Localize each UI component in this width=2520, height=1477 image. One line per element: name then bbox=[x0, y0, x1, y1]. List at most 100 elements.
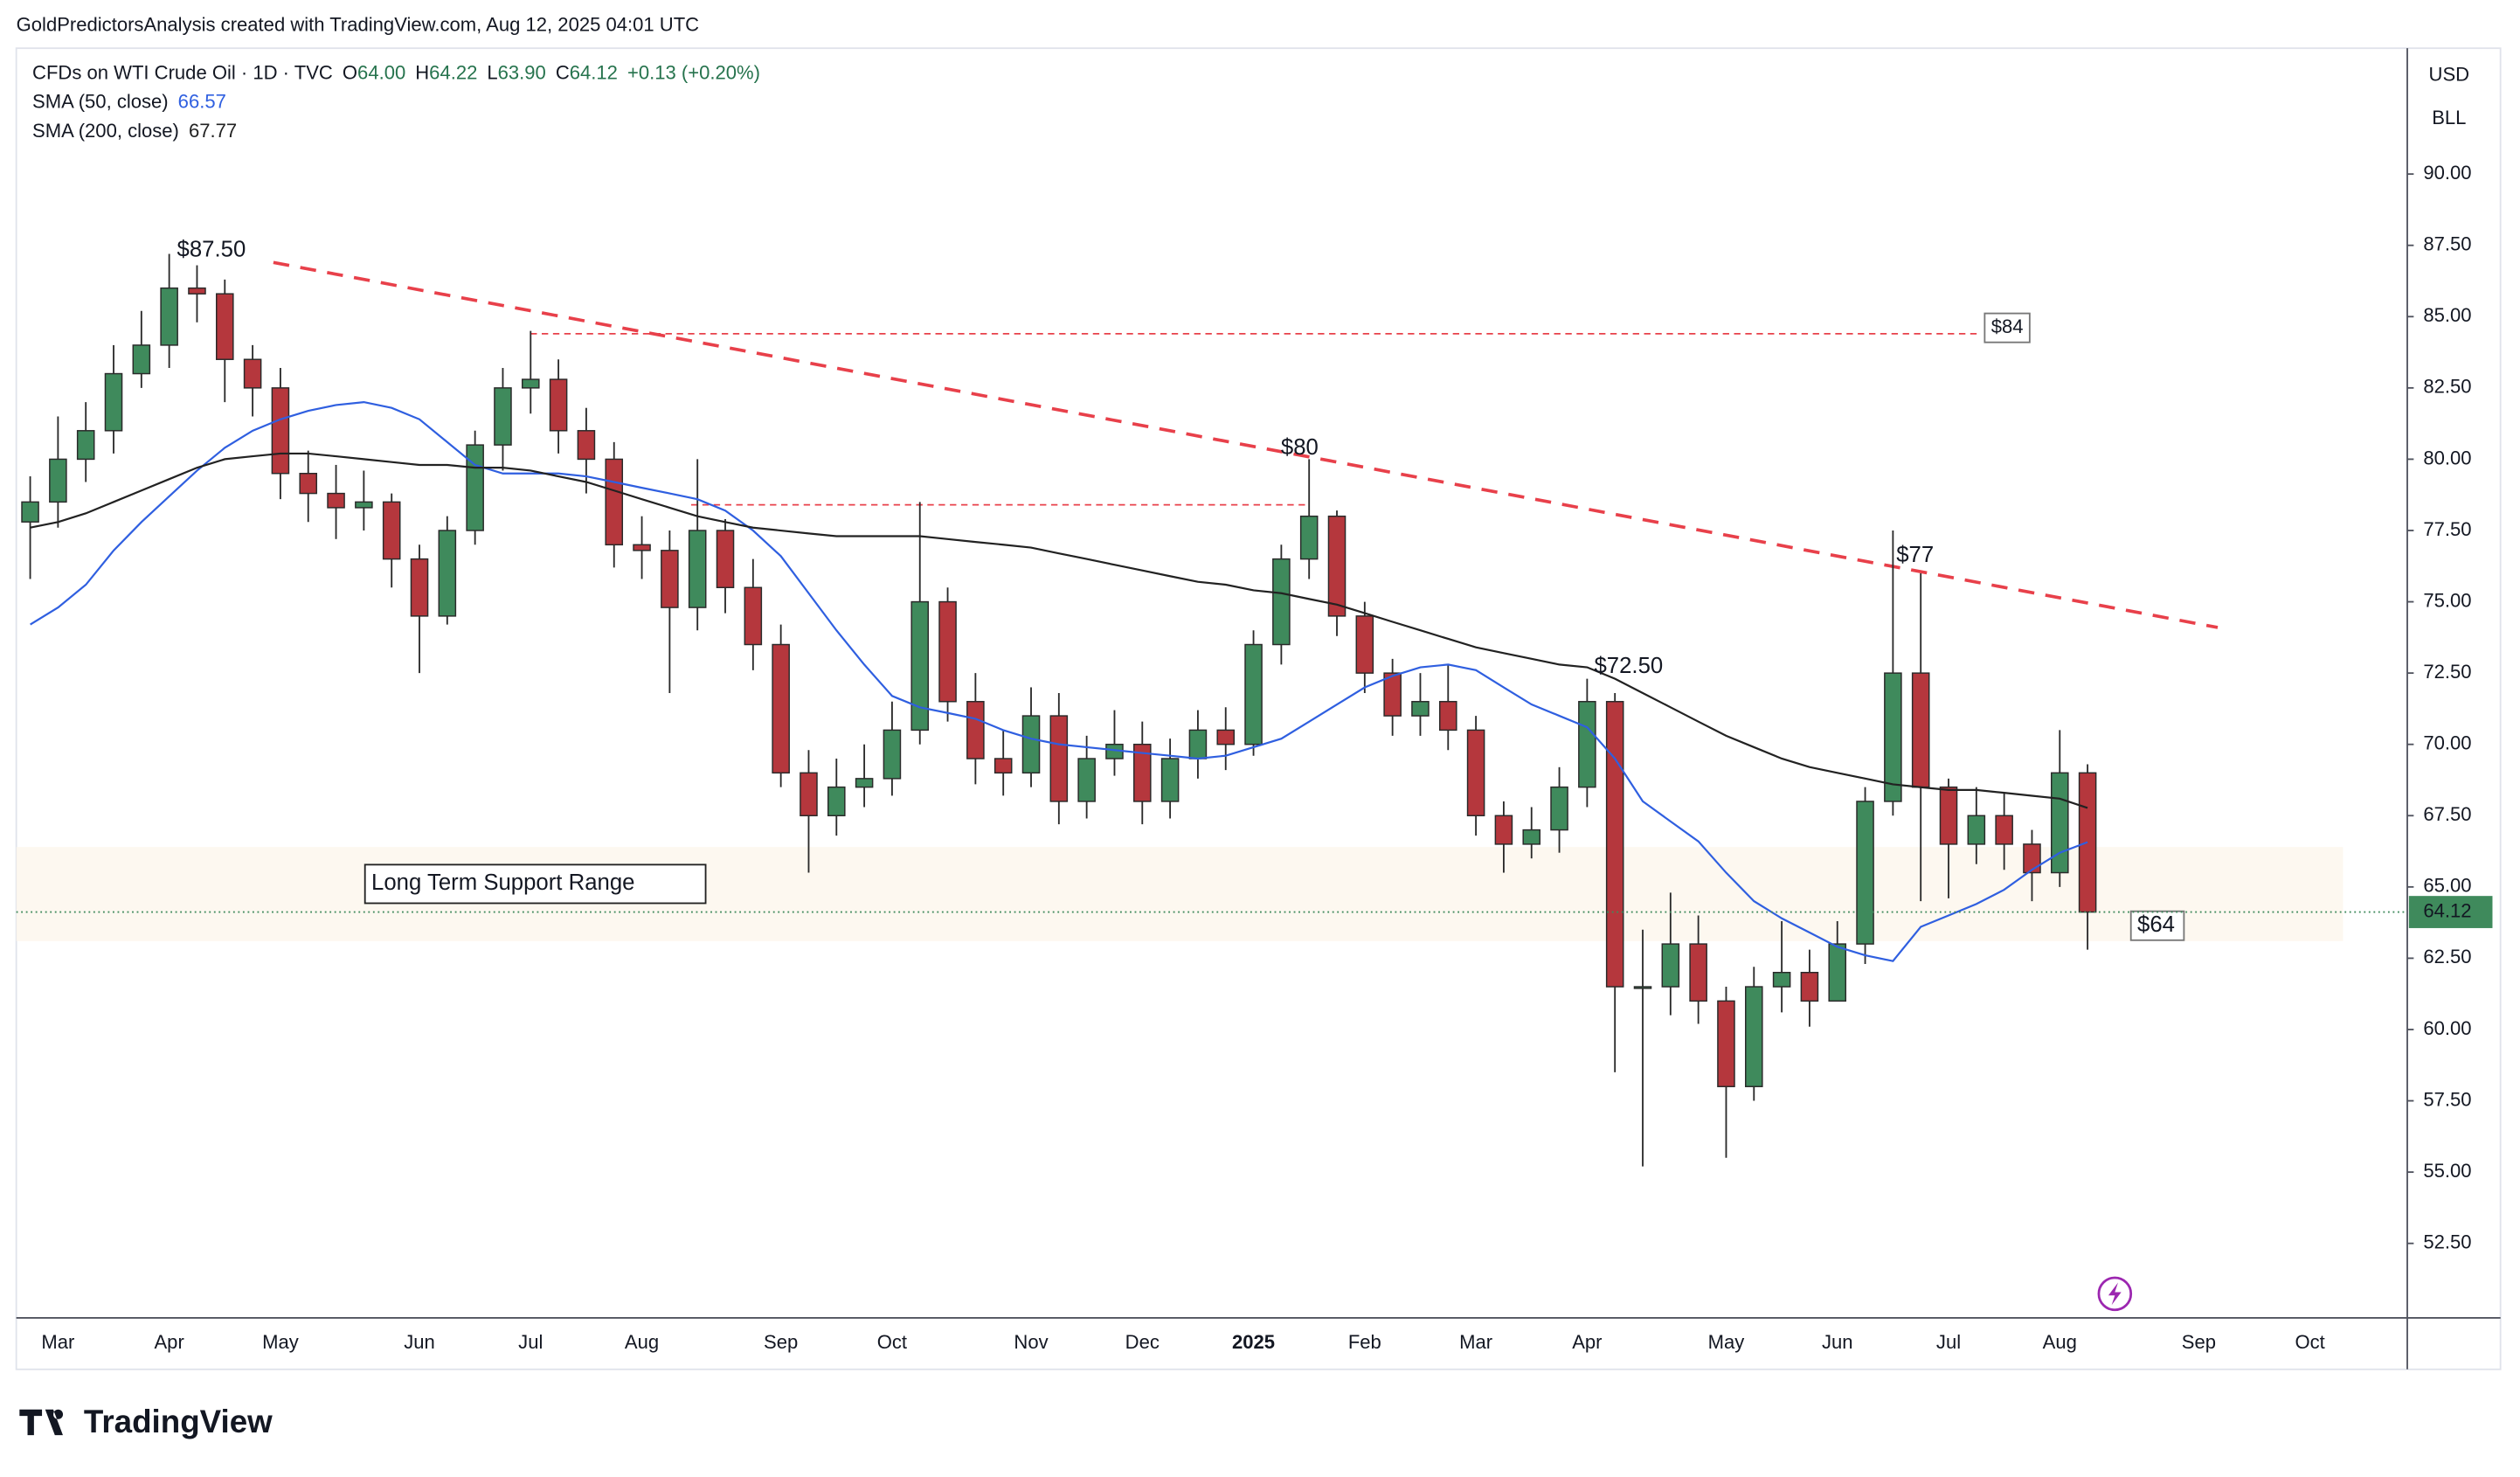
candle-body bbox=[1383, 672, 1402, 717]
x-tick-label: Mar bbox=[1459, 1331, 1492, 1353]
candle-body bbox=[1745, 986, 1763, 1087]
legend-sma200: SMA (200, close) 67.77 bbox=[32, 120, 237, 142]
legend-value: 66.57 bbox=[178, 91, 226, 113]
logo-icon bbox=[19, 1409, 64, 1436]
candle-body bbox=[966, 701, 985, 759]
x-tick-label: Sep bbox=[2182, 1331, 2216, 1353]
alert-icon bbox=[2097, 1276, 2133, 1312]
candle-body bbox=[2023, 843, 2041, 874]
legend-value: 67.77 bbox=[189, 120, 237, 142]
legend-name: SMA (200, close) bbox=[32, 120, 179, 142]
candle-body bbox=[243, 358, 262, 389]
candle-body bbox=[577, 430, 596, 461]
y-tick-label: 72.50 bbox=[2423, 661, 2471, 683]
legend-symbol: CFDs on WTI Crude Oil · 1D · TVC O64.00 H6… bbox=[32, 61, 760, 83]
y-tick-label: 52.50 bbox=[2423, 1231, 2471, 1253]
ohlc-label: O bbox=[343, 61, 357, 83]
candle-body bbox=[688, 530, 707, 608]
candle-body bbox=[1911, 672, 1930, 788]
candle-body bbox=[633, 544, 651, 551]
level-tag: $64 bbox=[2137, 912, 2175, 937]
y-tick-label: 90.00 bbox=[2423, 162, 2471, 184]
candle-body bbox=[1522, 829, 1541, 845]
candle-body bbox=[1995, 815, 2013, 845]
candle-body bbox=[1494, 815, 1513, 845]
x-tick-label: May bbox=[262, 1331, 299, 1353]
x-tick-label: Apr bbox=[1572, 1331, 1602, 1353]
support-label-box bbox=[363, 863, 707, 905]
candle-body bbox=[1828, 943, 1847, 1002]
candle-body bbox=[1633, 986, 1652, 989]
y-tick-label: 82.50 bbox=[2423, 376, 2471, 398]
x-tick-label: Jun bbox=[1822, 1331, 1853, 1353]
x-tick-label: Jul bbox=[518, 1331, 543, 1353]
x-tick-label: Oct bbox=[2295, 1331, 2324, 1353]
candle-body bbox=[104, 372, 123, 432]
ohlc-value: 64.12 bbox=[570, 61, 618, 83]
candle-body bbox=[1077, 758, 1096, 802]
candle-body bbox=[716, 530, 735, 588]
candle-body bbox=[1272, 558, 1291, 646]
candle-body bbox=[76, 430, 95, 461]
y-tick-label: 80.00 bbox=[2423, 447, 2471, 468]
legend-sma50: SMA (50, close) 66.57 bbox=[32, 91, 226, 113]
candle-body bbox=[605, 458, 624, 546]
x-tick-label: Dec bbox=[1125, 1331, 1160, 1353]
y-tick-label: 75.00 bbox=[2423, 589, 2471, 611]
ohlc-label: C bbox=[556, 61, 570, 83]
y-tick-label: 62.50 bbox=[2423, 946, 2471, 967]
candle-body bbox=[49, 458, 67, 503]
candle-body bbox=[438, 530, 457, 617]
candle-body bbox=[1355, 615, 1374, 674]
candle-body bbox=[132, 344, 151, 375]
logo-text: TradingView bbox=[84, 1404, 273, 1439]
candle-body bbox=[1188, 729, 1208, 759]
x-tick-label: May bbox=[1708, 1331, 1745, 1353]
alert-bolt bbox=[2108, 1282, 2122, 1306]
candle-body bbox=[21, 501, 39, 523]
price-tag-label: 64.12 bbox=[2423, 899, 2471, 921]
candle-body bbox=[1605, 701, 1624, 988]
candle-body bbox=[1160, 758, 1180, 802]
candle-body bbox=[1327, 515, 1347, 617]
candle-body bbox=[1244, 643, 1263, 745]
y-tick-label: 67.50 bbox=[2423, 803, 2471, 825]
candle-body bbox=[299, 473, 318, 495]
candle-body bbox=[1772, 971, 1791, 988]
y-tick-label: 65.00 bbox=[2423, 875, 2471, 897]
x-tick-label: Jul bbox=[1936, 1331, 1961, 1353]
ohlc-label: L bbox=[487, 61, 497, 83]
y-tick-label: 87.50 bbox=[2423, 233, 2471, 255]
credit: GoldPredictorsAnalysis created with Trad… bbox=[17, 13, 700, 35]
y-tick-label: 85.00 bbox=[2423, 304, 2471, 326]
candle-body bbox=[327, 492, 345, 509]
candle-body bbox=[661, 550, 679, 608]
sma-line bbox=[30, 400, 2088, 962]
candle-body bbox=[1411, 701, 1430, 717]
candle-body bbox=[1856, 801, 1874, 945]
candle-body bbox=[355, 501, 373, 509]
annotation: $80 bbox=[1281, 435, 1319, 460]
candle-body bbox=[1550, 786, 1568, 831]
candle-body bbox=[1049, 715, 1069, 802]
candle-body bbox=[271, 387, 290, 475]
candle-body bbox=[1439, 701, 1457, 732]
ohlc-label: H bbox=[415, 61, 429, 83]
candle-body bbox=[1939, 786, 1958, 845]
candle-body bbox=[522, 378, 540, 389]
x-tick-label: Feb bbox=[1348, 1331, 1381, 1353]
candle-body bbox=[466, 444, 484, 531]
candle-body bbox=[160, 287, 178, 346]
ohlc-value: 64.00 bbox=[357, 61, 405, 83]
level-tag-box bbox=[1983, 312, 2031, 343]
candle-body bbox=[549, 378, 568, 432]
x-tick-label: Apr bbox=[154, 1331, 183, 1353]
change: +0.13 (+0.20%) bbox=[627, 61, 760, 83]
candle-body bbox=[1884, 672, 1902, 802]
ohlc-value: 63.90 bbox=[498, 61, 546, 83]
candle-body bbox=[1299, 515, 1319, 560]
level-tag: $84 bbox=[1991, 316, 2024, 337]
candle-body bbox=[382, 501, 401, 560]
candle-body bbox=[883, 729, 902, 780]
sma-line bbox=[30, 452, 2088, 809]
